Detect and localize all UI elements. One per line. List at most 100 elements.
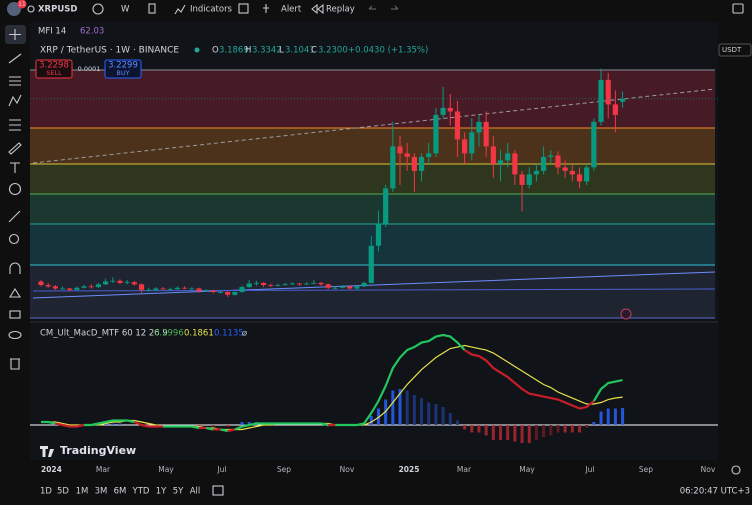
candle-body	[304, 283, 310, 285]
range-button[interactable]: 5Y	[173, 487, 184, 497]
range-button[interactable]: 6M	[114, 487, 127, 497]
indicators[interactable]: Indicators	[190, 5, 233, 15]
histogram-bar	[534, 425, 538, 441]
crosshair-tool[interactable]	[9, 29, 21, 40]
candle-body	[533, 170, 540, 175]
candle-body	[146, 289, 152, 291]
line-tool[interactable]	[8, 53, 22, 64]
histogram-bar	[606, 408, 610, 426]
histogram-bar	[563, 425, 567, 433]
high-value: 3.3342	[252, 46, 282, 56]
currency-box[interactable]	[718, 43, 752, 57]
goto-date[interactable]	[212, 485, 224, 496]
lock-tool[interactable]	[9, 287, 21, 298]
fullscreen[interactable]	[732, 3, 744, 14]
histogram-bar	[613, 408, 617, 426]
indicators-icon[interactable]	[174, 4, 186, 15]
candle-body	[397, 146, 403, 154]
magnet-tool[interactable]	[9, 262, 21, 274]
replay[interactable]: Replay	[326, 5, 355, 15]
range-button[interactable]: 3M	[95, 487, 108, 497]
range-button[interactable]: YTD	[132, 487, 150, 497]
candle-body	[103, 281, 109, 285]
range-button[interactable]: 5D	[57, 487, 69, 497]
candle-body	[225, 292, 231, 295]
event-marker[interactable]	[620, 308, 632, 320]
histogram-bar	[470, 425, 474, 433]
time-label: May	[158, 465, 174, 474]
trend-line	[32, 88, 716, 164]
candle-body	[260, 282, 267, 285]
zoom-tool[interactable]	[8, 233, 20, 245]
range-button[interactable]: All	[190, 487, 201, 497]
range-buttons: 1D 5D 1M 3M 6M YTD 1Y 5Y All	[40, 487, 200, 497]
prediction-tool[interactable]	[9, 119, 21, 131]
histogram-bar	[570, 425, 574, 433]
ruler-tool[interactable]	[8, 210, 21, 223]
currency[interactable]: USDT	[722, 46, 742, 54]
undo[interactable]	[368, 5, 376, 10]
candle-body	[469, 132, 475, 154]
candle-body	[598, 79, 604, 122]
range-button[interactable]: 1Y	[156, 487, 167, 497]
time-label: 2025	[399, 465, 420, 474]
buy-label[interactable]: BUY	[116, 69, 129, 77]
histogram-bar	[240, 422, 244, 426]
macd-line	[41, 420, 56, 425]
histogram-bar	[484, 425, 488, 436]
sell-price[interactable]: 3.2298	[39, 61, 69, 71]
time-label: Nov	[340, 465, 355, 474]
chart-type[interactable]	[148, 3, 156, 14]
range-button[interactable]: 1M	[76, 487, 89, 497]
zone	[30, 194, 715, 224]
time-label: Sep	[639, 465, 653, 474]
histogram-bar	[247, 422, 251, 426]
histogram-bar	[427, 402, 431, 426]
time-label: Mar	[457, 465, 472, 474]
candle-body	[88, 286, 94, 288]
lock-all[interactable]	[9, 310, 21, 319]
histogram-bar	[226, 425, 230, 427]
candle-body	[505, 153, 511, 161]
visibility-tool[interactable]	[8, 330, 22, 340]
alert[interactable]: Alert	[281, 5, 302, 15]
brush-tool[interactable]	[8, 142, 22, 155]
range-button[interactable]: 1D	[40, 487, 52, 497]
candle-body	[354, 286, 360, 289]
candle-body	[383, 188, 389, 224]
fib-tool[interactable]	[9, 76, 21, 86]
avatar[interactable]	[7, 2, 21, 16]
emoji-tool[interactable]	[8, 182, 22, 196]
sell-label[interactable]: SELL	[46, 69, 62, 77]
histogram-bar	[549, 425, 553, 436]
candle-body	[167, 289, 173, 290]
candle-body	[311, 282, 317, 284]
layouts[interactable]	[238, 3, 249, 14]
buy-button[interactable]	[104, 59, 142, 79]
alert-icon[interactable]	[263, 4, 269, 13]
symbol[interactable]: XRPUSD	[38, 5, 77, 15]
histogram-bar	[513, 425, 517, 442]
macd-line	[84, 419, 135, 427]
candle-body	[124, 282, 130, 283]
sell-button[interactable]	[35, 59, 73, 79]
pattern-tool[interactable]	[8, 94, 22, 107]
replay-icon[interactable]	[311, 3, 324, 15]
axis-settings[interactable]	[731, 465, 741, 475]
add-symbol[interactable]	[92, 3, 104, 15]
candle-body	[440, 107, 446, 115]
candle-body	[210, 290, 216, 292]
candle-body	[268, 285, 274, 286]
candle-body	[174, 287, 181, 290]
search-icon[interactable]	[27, 5, 35, 13]
redo[interactable]	[391, 5, 399, 10]
histogram-bar	[405, 390, 409, 426]
interval[interactable]: W	[121, 5, 130, 15]
candle-body	[282, 284, 288, 286]
text-tool[interactable]	[10, 162, 20, 173]
candle-body	[253, 282, 259, 284]
time-label: Jul	[216, 465, 226, 474]
delete-tool[interactable]	[10, 358, 20, 370]
macd-settings[interactable]: ⌀	[242, 329, 247, 339]
buy-price[interactable]: 3.2299	[108, 61, 138, 71]
